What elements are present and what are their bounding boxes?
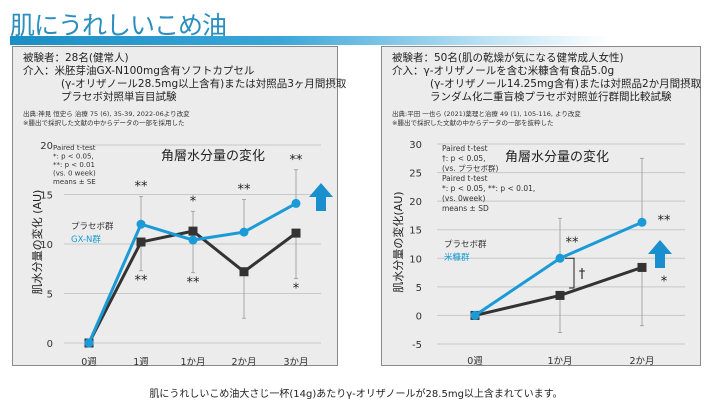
y-tick-label: -5 — [412, 340, 422, 351]
significance-label: ** — [658, 213, 672, 228]
source-citation: 出典:神見 恒史ら 治療 75 (6), 35-39, 2022-06より改変 — [23, 110, 190, 118]
data-point — [291, 228, 301, 238]
legend-entry: GX-N群 — [71, 234, 101, 245]
left-study-panel: 被験者：28名(健常人) 介入：米胚芽油GX-N100mg含有ソフトカプセル (… — [12, 46, 346, 367]
significance-label: ** — [135, 274, 149, 289]
significance-label: * — [661, 274, 668, 289]
source-note: ※腫出で採択した文献の中からデータの一部を採用した — [23, 119, 185, 127]
data-point — [84, 338, 94, 348]
significance-label: ** — [566, 235, 580, 250]
y-tick-label: 15 — [409, 226, 422, 237]
source: 出典:平田 一也ら (2021)薬理と治療 49 (1), 105-116, よ… — [392, 110, 581, 128]
y-tick-label: 5 — [47, 290, 53, 301]
data-point — [637, 217, 647, 227]
data-point — [188, 226, 198, 236]
y-tick-label: 15 — [40, 191, 53, 202]
chart-left: 0 5 10 15 20 0週 1週 1か月 2か月 3か月 肌水分量の変化 (AU) 角層水分量の変… — [30, 141, 333, 367]
chart-title: 角層水分量の変化 — [505, 149, 609, 165]
data-point — [239, 227, 249, 237]
y-axis-label: 肌水分量の変化(AU) — [391, 191, 405, 292]
data-point — [136, 219, 146, 229]
intervention-detail: (γ-オリザノール28.5mg以上含有)または対照品3ヶ月間摂取 — [61, 78, 347, 90]
legend-entry: プラセボ群 — [444, 239, 487, 250]
study-info: 被験者：28名(健常人) 介入：米胚芽油GX-N100mg含有ソフトカプセル (… — [23, 52, 346, 104]
y-tick-label: 30 — [409, 140, 422, 151]
data-point — [136, 237, 146, 247]
stats-note-line: Paired t-test — [442, 144, 488, 153]
x-tick-label: 2か月 — [231, 357, 256, 367]
x-tick-label: 3か月 — [283, 357, 308, 367]
data-point — [637, 262, 647, 272]
significance-label: ** — [187, 276, 201, 291]
x-tick-label: 1か月 — [547, 356, 572, 367]
source-note: ※腫出で採択した文献の中からデータの一部を抜粋した — [392, 119, 554, 127]
significance-label: * — [293, 282, 300, 297]
x-tick-label: 2か月 — [629, 356, 654, 367]
stats-note-line: Paired t-test — [442, 174, 488, 183]
chart-right: -5 0 5 10 15 20 25 30 0週 1か月 2か月 肌水分量の変化(AU) 角層水分量の変… — [391, 140, 685, 367]
series-line-treatment — [474, 220, 643, 317]
data-point — [555, 290, 565, 300]
stats-note-line: **: p < 0.01 — [53, 161, 95, 169]
page-title: 肌にうれしいこめ油 — [10, 11, 227, 40]
footer-note: 肌にうれしいこめ油大さじ一杯(14g)あたりγ-オリザノールが28.5mg以上含… — [149, 389, 563, 400]
subjects: 被験者：28名(健常人) — [23, 52, 129, 64]
dagger-mark: † — [579, 267, 586, 282]
stats-note-line: (vs. 0week) — [442, 194, 486, 203]
significance-label: ** — [135, 179, 149, 194]
title-underline — [10, 36, 610, 45]
intervention: 介入：γ-オリザノールを含む米糠含有食品5.0g — [392, 65, 615, 77]
study-design: プラセボ対照単盲目試験 — [61, 91, 177, 103]
data-point — [239, 267, 249, 277]
stats-note-line: (vs. 0 week) — [53, 170, 96, 178]
chart-title: 角層水分量の変化 — [161, 148, 265, 164]
up-arrow-icon — [648, 240, 672, 268]
x-tick-label: 0週 — [81, 356, 97, 367]
legend-entry: 米糠群 — [444, 252, 470, 263]
stats-note-line: (vs. プラセボ群) — [442, 163, 499, 173]
source: 出典:神見 恒史ら 治療 75 (6), 35-39, 2022-06より改変 … — [23, 110, 190, 128]
data-point — [555, 253, 565, 263]
x-tick-label: 1か月 — [180, 357, 205, 367]
significance-label: ** — [238, 182, 252, 197]
y-tick-label: 0 — [416, 311, 422, 322]
stats-note-line: *: p < 0.05, — [53, 153, 94, 161]
study-info: 被験者：50名(肌の乾燥が気になる健常成人女性) 介入：γ-オリザノールを含む米… — [392, 52, 701, 104]
data-point — [188, 235, 198, 245]
y-tick-label: 10 — [40, 240, 53, 251]
right-study-panel: 被験者：50名(肌の乾燥が気になる健常成人女性) 介入：γ-オリザノールを含む米… — [381, 46, 701, 367]
x-tick-label: 0週 — [467, 355, 483, 367]
stats-note-line: Paired t-test — [53, 144, 96, 152]
y-tick-label: 0 — [47, 339, 53, 350]
stats-note-line: means ± SE — [53, 178, 96, 186]
subjects: 被験者：50名(肌の乾燥が気になる健常成人女性) — [392, 52, 624, 64]
significance-label: * — [190, 194, 197, 209]
x-tick-label: 1週 — [133, 356, 149, 367]
y-tick-label: 25 — [409, 169, 422, 180]
legend-entry: プラセボ群 — [71, 221, 114, 232]
y-axis-label: 肌水分量の変化 (AU) — [30, 190, 44, 295]
series-line-treatment — [87, 202, 297, 344]
y-tick-label: 5 — [416, 283, 422, 294]
y-tick-label: 20 — [409, 197, 422, 208]
stats-note-line: means ± SD — [442, 204, 489, 213]
intervention: 介入：米胚芽油GX-N100mg含有ソフトカプセル — [23, 65, 255, 77]
intervention-detail: (γ-オリザノール14.25mg含有)または対照品2か月間摂取 — [430, 78, 702, 90]
data-point — [470, 310, 480, 320]
data-point — [291, 198, 301, 208]
significance-label: ** — [290, 153, 304, 168]
y-tick-label: 10 — [409, 254, 422, 265]
y-tick-label: 20 — [40, 141, 53, 152]
study-design: ランダム化二重盲検プラセボ対照並行群間比較試験 — [430, 91, 672, 103]
source-citation: 出典:平田 一也ら (2021)薬理と治療 49 (1), 105-116, よ… — [392, 110, 581, 118]
stats-note-line: †: p < 0.05, — [442, 154, 486, 163]
up-arrow-icon — [309, 183, 333, 211]
significance-bracket — [565, 257, 575, 289]
stats-note-line: *: p < 0.05, **: p < 0.01, — [442, 184, 535, 193]
